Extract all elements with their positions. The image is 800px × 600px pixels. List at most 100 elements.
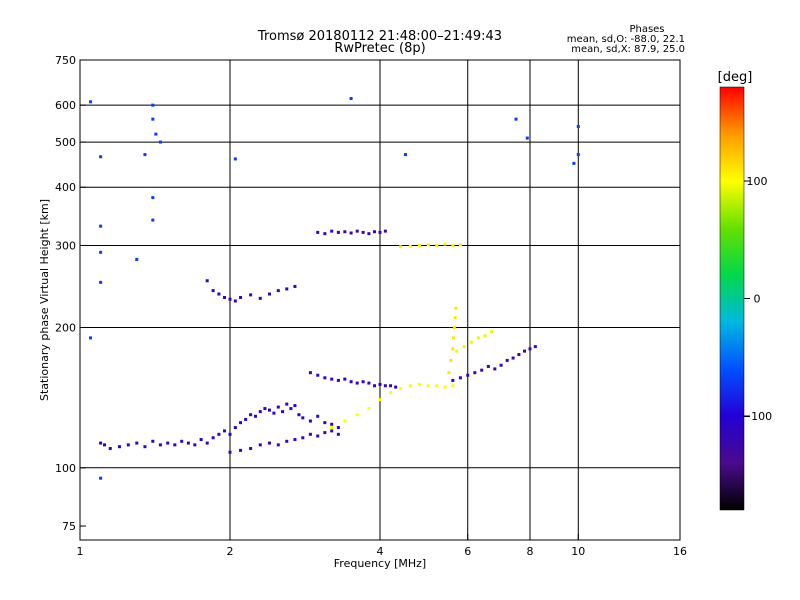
data-point — [308, 419, 312, 423]
data-point — [281, 410, 285, 414]
colorbar-label: [deg] — [718, 70, 753, 85]
x-axis-ticks: 1 2 4 6 8 10 16 — [77, 534, 687, 558]
data-point — [233, 299, 237, 303]
y-tick-label: 75 — [62, 520, 76, 533]
data-point — [323, 431, 327, 435]
data-point — [108, 447, 112, 451]
phases-x-line: mean, sd,X: 87.9, 25.0 — [571, 44, 685, 55]
data-point — [336, 230, 340, 234]
data-point — [151, 196, 155, 200]
data-point — [239, 295, 243, 299]
data-point — [435, 384, 439, 388]
data-point — [258, 410, 262, 414]
data-point — [367, 407, 371, 411]
data-point — [361, 380, 365, 384]
data-point — [486, 364, 490, 368]
chart-title: Tromsø 20180112 21:48:00–21:49:43 — [257, 29, 502, 44]
colorbar: [deg] 100 0 −100 — [718, 70, 772, 511]
data-point — [211, 289, 215, 293]
data-point — [289, 407, 293, 411]
data-point — [276, 405, 280, 409]
data-point — [373, 230, 377, 234]
data-point — [453, 316, 457, 320]
data-point — [267, 292, 271, 296]
data-point — [408, 384, 412, 388]
data-point — [349, 97, 353, 101]
data-point — [267, 408, 271, 412]
grid-lines — [80, 60, 680, 540]
data-point — [336, 432, 340, 436]
data-point — [355, 381, 359, 385]
data-point — [244, 417, 248, 421]
data-point — [493, 367, 497, 371]
data-point — [233, 157, 237, 161]
data-point — [117, 445, 121, 449]
data-point — [316, 414, 320, 418]
data-point — [89, 100, 93, 104]
data-point — [349, 231, 353, 235]
data-point — [166, 441, 170, 445]
data-point — [511, 356, 515, 360]
data-point — [158, 443, 162, 447]
data-point — [205, 279, 209, 283]
data-point — [186, 441, 190, 445]
data-point — [473, 371, 477, 375]
data-point — [343, 377, 347, 381]
data-point — [151, 103, 155, 107]
data-point — [217, 432, 221, 436]
data-point — [258, 443, 262, 447]
data-point — [355, 229, 359, 233]
data-point — [458, 243, 462, 247]
data-point — [367, 381, 371, 385]
data-point — [249, 447, 253, 451]
data-point — [99, 224, 103, 228]
data-point — [490, 330, 494, 334]
colorbar-ticks: 100 0 −100 — [742, 175, 772, 423]
data-point — [308, 371, 312, 375]
data-point — [576, 124, 580, 128]
data-point — [143, 153, 147, 157]
data-point — [373, 384, 377, 388]
data-point — [151, 439, 155, 443]
data-point — [249, 293, 253, 297]
data-point — [466, 373, 470, 377]
data-point — [143, 445, 147, 449]
data-point — [399, 245, 403, 249]
data-point — [349, 380, 353, 384]
data-point — [361, 230, 365, 234]
x-tick-label: 1 — [77, 545, 84, 558]
data-point — [285, 439, 289, 443]
y-tick-label: 500 — [55, 136, 76, 149]
data-point — [389, 391, 393, 395]
phases-o-line: mean, sd,O: -88.0, 22.1 — [567, 34, 685, 45]
data-point — [533, 345, 537, 349]
y-tick-label: 300 — [55, 239, 76, 252]
data-point — [151, 218, 155, 222]
data-point — [458, 376, 462, 380]
data-point — [217, 292, 221, 296]
phases-box: Phases mean, sd,O: -88.0, 22.1 mean, sd,… — [567, 24, 685, 55]
data-point — [330, 426, 334, 430]
data-point — [126, 443, 130, 447]
data-point — [301, 436, 305, 440]
data-point — [469, 340, 473, 344]
data-point — [451, 243, 455, 247]
data-point — [193, 443, 197, 447]
data-point — [452, 336, 456, 340]
data-point — [483, 334, 487, 338]
data-point — [499, 363, 503, 367]
colorbar-tick-label: −100 — [742, 410, 772, 423]
data-point — [383, 229, 387, 233]
data-point — [89, 336, 93, 340]
data-point — [443, 385, 447, 389]
data-point — [199, 438, 203, 442]
data-point — [276, 443, 280, 447]
data-point — [517, 353, 521, 357]
y-axis-label: Stationary phase Virtual Height [km] — [38, 199, 51, 401]
data-point — [443, 242, 447, 246]
data-point — [451, 378, 455, 382]
data-point — [462, 345, 466, 349]
data-point — [426, 384, 430, 388]
data-point — [330, 377, 334, 381]
data-point — [154, 132, 158, 136]
